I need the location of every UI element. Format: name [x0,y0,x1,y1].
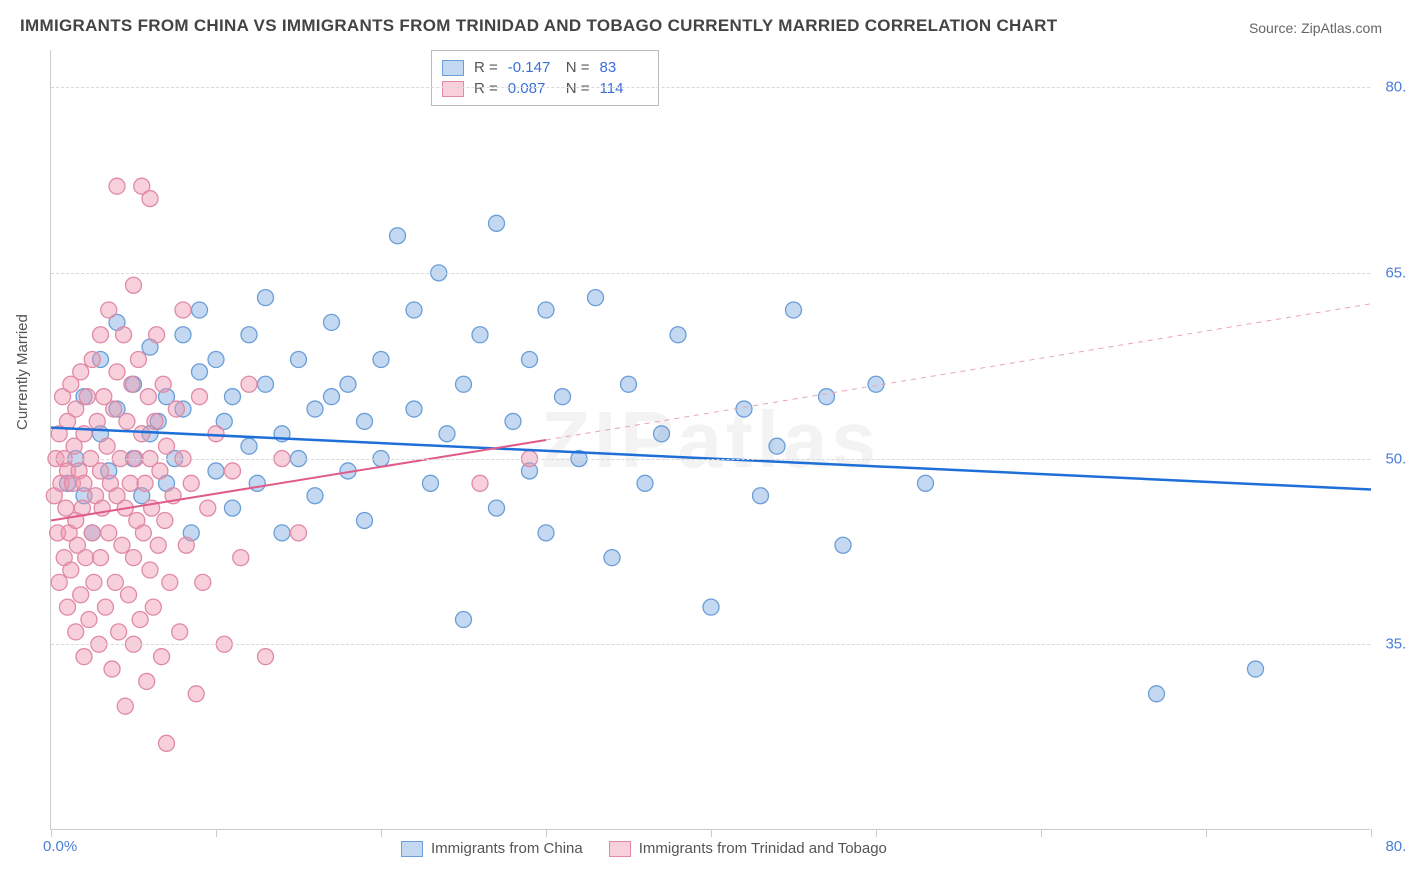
y-axis-title: Currently Married [14,314,31,430]
x-tick [546,829,547,837]
x-tick [1206,829,1207,837]
bottom-legend: Immigrants from China Immigrants from Tr… [401,840,887,857]
y-tick-label: 35.0% [1385,636,1406,653]
chart-title: IMMIGRANTS FROM CHINA VS IMMIGRANTS FROM… [20,16,1057,36]
x-tick-label: 80.0% [1385,838,1406,855]
gridline [51,273,1370,274]
legend-item-china: Immigrants from China [401,840,583,857]
x-tick [51,829,52,837]
x-tick [1041,829,1042,837]
gridline [51,644,1370,645]
y-tick-label: 50.0% [1385,450,1406,467]
legend-item-tt: Immigrants from Trinidad and Tobago [609,840,887,857]
gridline [51,87,1370,88]
x-tick [876,829,877,837]
plot-area: ZIPatlas R = -0.147 N = 83 R = 0.087 N =… [50,50,1370,830]
legend-label-china: Immigrants from China [431,840,583,857]
swatch-tt-icon [609,841,631,857]
x-tick [711,829,712,837]
x-tick [381,829,382,837]
chart-container: IMMIGRANTS FROM CHINA VS IMMIGRANTS FROM… [0,0,1406,892]
legend-label-tt: Immigrants from Trinidad and Tobago [639,840,887,857]
y-tick-label: 65.0% [1385,264,1406,281]
chart-svg [51,50,1370,829]
x-tick [1371,829,1372,837]
y-tick-label: 80.0% [1385,79,1406,96]
gridline [51,459,1370,460]
x-tick [216,829,217,837]
source-label: Source: ZipAtlas.com [1249,20,1382,36]
x-tick-label: 0.0% [43,838,77,855]
swatch-china-icon [401,841,423,857]
